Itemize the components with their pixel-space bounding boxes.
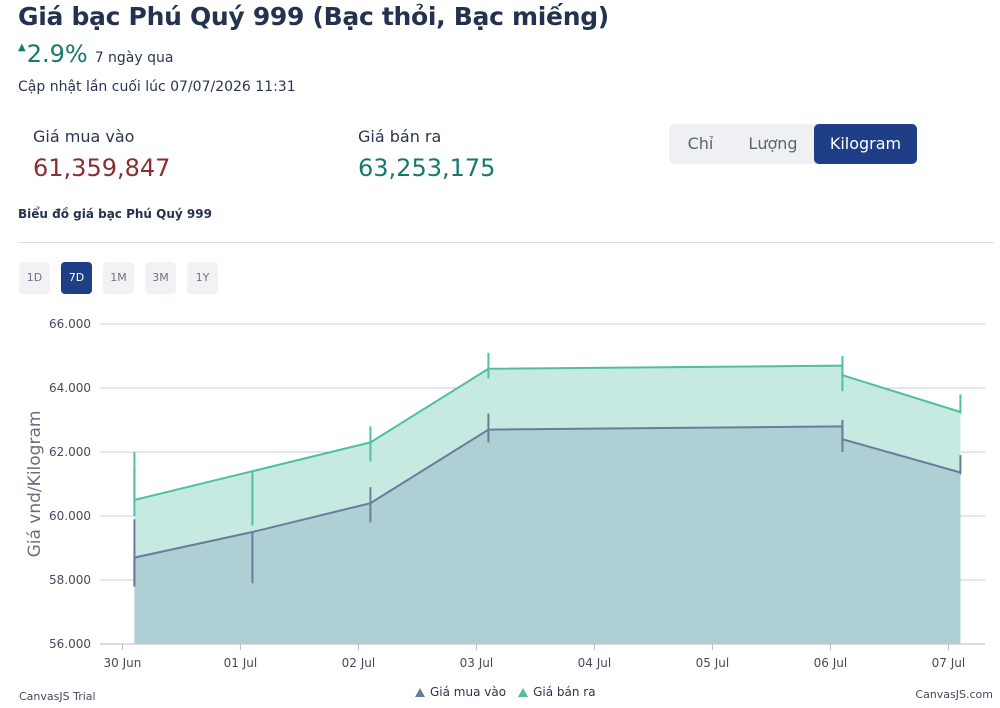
range-1d-button[interactable]: 1D	[19, 262, 50, 294]
legend-label-buy: Giá mua vào	[430, 685, 507, 699]
x-tick-label: 01 Jul	[224, 656, 258, 670]
range-1y-button[interactable]: 1Y	[187, 262, 218, 294]
buy-price-value: 61,359,847	[33, 154, 171, 182]
legend-label-sell: Giá bán ra	[533, 685, 596, 699]
y-tick-label: 58.000	[49, 573, 91, 587]
change-percent: 2.9%	[26, 40, 88, 68]
change-period: 7 ngày qua	[94, 50, 174, 66]
legend-triangle-icon	[518, 687, 529, 697]
y-tick-label: 62.000	[49, 445, 91, 459]
x-tick-label: 03 Jul	[460, 656, 494, 670]
y-tick-label: 60.000	[49, 509, 91, 523]
page-title: Giá bạc Phú Quý 999 (Bạc thỏi, Bạc miếng…	[18, 2, 609, 31]
divider	[18, 242, 994, 243]
legend-item-sell[interactable]: Giá bán ra	[518, 685, 596, 699]
x-tick-label: 30 Jun	[103, 656, 141, 670]
chart-legend: Giá mua vào Giá bán ra	[415, 685, 608, 699]
price-chart[interactable]: 56.000 58.000 60.000 62.000 64.000 66.000 Giá …	[0, 300, 1000, 682]
sell-price-value: 63,253,175	[358, 154, 496, 182]
chart-heading: Biểu đồ giá bạc Phú Quý 999	[18, 207, 212, 221]
y-axis-title: Giá vnd/Kilogram	[25, 411, 45, 558]
area-buy	[134, 426, 961, 644]
legend-triangle-icon	[415, 687, 425, 697]
x-tick-label: 02 Jul	[342, 656, 376, 670]
sell-price-label: Giá bán ra	[358, 127, 442, 146]
range-3m-button[interactable]: 3M	[145, 262, 176, 294]
range-7d-button[interactable]: 7D	[61, 262, 92, 294]
up-arrow-icon: ▲	[18, 42, 26, 53]
unit-chi-button[interactable]: Chỉ	[687, 134, 714, 153]
x-tick-label: 07 Jul	[932, 656, 966, 670]
legend-item-buy[interactable]: Giá mua vào	[415, 685, 506, 699]
y-tick-label: 66.000	[49, 317, 91, 331]
price-change: ▲2.9% 7 ngày qua	[18, 40, 173, 68]
x-tick-label: 06 Jul	[814, 656, 848, 670]
unit-kilogram-button[interactable]: Kilogram	[814, 124, 917, 164]
x-tick-label: 05 Jul	[696, 656, 730, 670]
range-selector: 1D 7D 1M 3M 1Y	[19, 262, 229, 294]
unit-toggle: Chỉ Lượng Kilogram	[669, 124, 917, 164]
y-tick-label: 64.000	[49, 381, 91, 395]
canvasjs-trial-credit: CanvasJS Trial	[19, 690, 96, 703]
y-tick-label: 56.000	[49, 637, 91, 651]
range-1m-button[interactable]: 1M	[103, 262, 134, 294]
last-updated: Cập nhật lần cuối lúc 07/07/2026 11:31	[18, 79, 296, 95]
buy-price-label: Giá mua vào	[33, 127, 135, 146]
canvasjs-credit[interactable]: CanvasJS.com	[915, 688, 993, 701]
change-value: ▲2.9%	[18, 40, 88, 68]
x-tick-label: 04 Jul	[578, 656, 612, 670]
unit-luong-button[interactable]: Lượng	[748, 134, 798, 153]
